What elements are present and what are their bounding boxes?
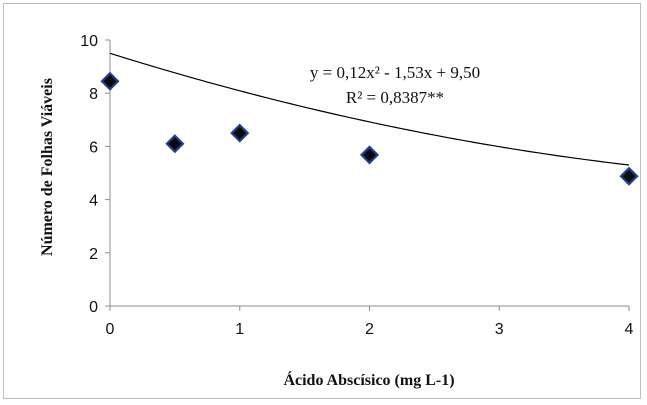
- data-point-marker: [165, 134, 185, 154]
- r2-label: R² = 0,8387**: [346, 88, 444, 107]
- y-tick-label: 2: [89, 246, 98, 263]
- y-tick-label: 0: [89, 299, 98, 316]
- y-tick-label: 4: [89, 193, 98, 210]
- equation-label: y = 0,12x² - 1,53x + 9,50: [310, 63, 480, 82]
- y-tick-label: 8: [89, 86, 98, 103]
- trendline: [109, 52, 630, 166]
- y-tick-label: 10: [80, 33, 98, 50]
- x-axis-title: Ácido Abscísico (mg L-1): [283, 370, 454, 389]
- x-tick-label: 2: [365, 321, 374, 338]
- data-point-marker: [230, 123, 250, 143]
- x-ticks: 0 1 2 3 4: [106, 306, 634, 338]
- data-point-marker: [619, 166, 639, 186]
- x-tick-label: 0: [106, 321, 115, 338]
- x-tick-label: 3: [495, 321, 504, 338]
- data-points: [100, 71, 639, 186]
- x-tick-label: 1: [235, 321, 244, 338]
- y-axis-title: Número de Folhas Viáveis: [39, 78, 56, 256]
- y-ticks: 0 2 4 6 8 10: [80, 33, 110, 316]
- data-point-marker: [359, 145, 380, 165]
- x-tick-label: 4: [625, 321, 634, 338]
- y-tick-label: 6: [89, 139, 98, 156]
- data-point-marker: [100, 71, 120, 91]
- chart-frame: [3, 3, 641, 399]
